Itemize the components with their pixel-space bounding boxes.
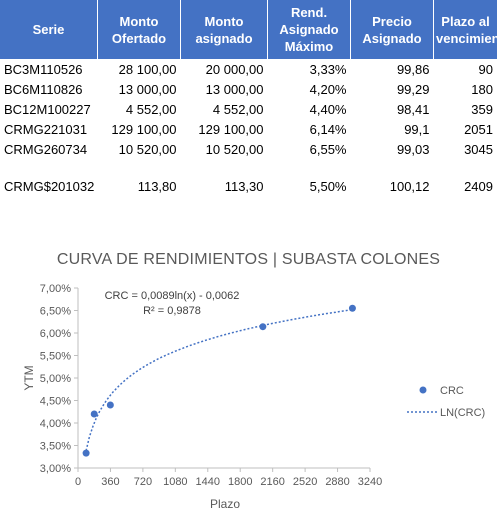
header-serie: Serie	[0, 0, 98, 59]
table-header-row: Serie Monto Ofertado Monto asignado Rend…	[0, 0, 497, 59]
cell-precio: 100,12	[389, 179, 430, 194]
x-axis-label: Plazo	[210, 497, 240, 511]
legend-marker-crc	[419, 386, 427, 394]
cell-monto-asignado: 13 000,00	[205, 81, 264, 97]
cell-rendimiento: 5,50%	[309, 179, 347, 194]
cell-monto-asignado: 4 552,00	[212, 101, 264, 117]
chart-legend: CRC LN(CRC)	[407, 385, 485, 419]
table-row: CRMG260734 10 520,00 10 520,00 6,55% 99,…	[0, 139, 497, 159]
cell-plazo: 180	[471, 81, 493, 97]
cell-precio: 99,29	[396, 81, 430, 97]
table-row: CRMG$201032 113,80 113,30 5,50% 100,12 2…	[0, 175, 497, 198]
cell-rendimiento: 4,40%	[309, 101, 347, 117]
x-tick-label: 1080	[163, 476, 187, 488]
cell-monto-asignado: 113,30	[224, 179, 264, 194]
cell-monto-ofertado: 28 100,00	[118, 61, 177, 77]
cell-serie: BC3M110526	[4, 61, 83, 77]
x-tick-label: 0	[75, 476, 81, 488]
cell-rendimiento: 3,33%	[309, 61, 347, 77]
cell-precio: 99,1	[404, 121, 430, 137]
chart-labels-group: CRC = 0,0089ln(x) - 0,0062 R² = 0,9878 P…	[22, 290, 240, 511]
data-points-group	[82, 304, 356, 457]
y-tick-label: 6,00%	[40, 328, 71, 340]
cell-monto-asignado: 10 520,00	[205, 141, 264, 157]
table-row: BC12M100227 4 552,00 4 552,00 4,40% 98,4…	[0, 99, 497, 119]
cell-plazo: 2409	[464, 179, 493, 194]
cell-serie: BC6M110826	[4, 81, 83, 97]
cell-monto-asignado: 129 100,00	[198, 121, 264, 137]
y-tick-label: 5,00%	[40, 373, 71, 385]
cell-serie: CRMG260734	[4, 141, 88, 157]
x-tick-label: 1800	[228, 476, 252, 488]
cell-precio: 99,03	[396, 141, 430, 157]
header-plazo: Plazo al vencimiento	[433, 0, 497, 59]
x-tick-label: 2880	[325, 476, 349, 488]
cell-monto-ofertado: 113,80	[137, 179, 177, 194]
header-monto-asignado: Monto asignado	[180, 0, 268, 59]
cell-monto-asignado: 20 000,00	[205, 61, 264, 77]
cell-plazo: 90	[478, 61, 493, 77]
cell-plazo: 2051	[464, 121, 493, 137]
cell-monto-ofertado: 10 520,00	[118, 141, 177, 157]
cell-precio: 98,41	[396, 101, 430, 117]
data-point	[348, 304, 356, 312]
y-tick-label: 7,00%	[40, 283, 71, 295]
trendline-ln-crc	[85, 308, 353, 451]
y-tick-label: 3,00%	[40, 463, 71, 475]
data-point	[106, 401, 114, 409]
y-tick-label: 6,50%	[40, 306, 71, 318]
y-tick-label: 4,00%	[40, 418, 71, 430]
x-tick-label: 720	[134, 476, 152, 488]
header-monto-ofertado: Monto Ofertado	[97, 0, 181, 59]
table-row: CRMG221031 129 100,00 129 100,00 6,14% 9…	[0, 119, 497, 139]
yield-curve-chart: 3,00% 3,50% 4,00% 4,50% 5,00% 5,50% 6,00% 6,50%…	[22, 283, 485, 511]
y-axis-label: YTM	[22, 365, 36, 390]
table-row: BC6M110826 13 000,00 13 000,00 4,20% 99,…	[0, 79, 497, 99]
cell-rendimiento: 6,14%	[309, 121, 347, 137]
chart-axes: 3,00% 3,50% 4,00% 4,50% 5,00% 5,50% 6,00% 6,50%…	[40, 283, 382, 488]
cell-serie: CRMG221031	[4, 121, 88, 137]
auction-results-table: Serie Monto Ofertado Monto asignado Rend…	[0, 0, 497, 198]
table-row: BC3M110526 28 100,00 20 000,00 3,33% 99,…	[0, 59, 497, 79]
cell-plazo: 3045	[464, 141, 493, 157]
header-precio-asignado: Precio Asignado	[350, 0, 434, 59]
x-tick-label: 2160	[260, 476, 284, 488]
cell-rendimiento: 6,55%	[309, 141, 347, 157]
data-point	[82, 449, 90, 457]
data-point	[259, 323, 267, 331]
trend-equation: CRC = 0,0089ln(x) - 0,0062	[105, 290, 240, 302]
y-tick-label: 4,50%	[40, 396, 71, 408]
y-tick-label: 3,50%	[40, 441, 71, 453]
data-point	[90, 410, 98, 418]
cell-serie: BC12M100227	[4, 101, 91, 117]
cell-monto-ofertado: 129 100,00	[111, 121, 177, 137]
cell-serie: CRMG$201032	[4, 179, 95, 194]
cell-plazo: 359	[471, 101, 493, 117]
legend-label-crc: CRC	[440, 385, 464, 397]
cell-monto-ofertado: 13 000,00	[118, 81, 177, 97]
header-rend-asignado: Rend. Asignado Máximo	[267, 0, 351, 59]
legend-label-trend: LN(CRC)	[440, 407, 485, 419]
x-tick-label: 1440	[196, 476, 220, 488]
cell-rendimiento: 4,20%	[309, 81, 347, 97]
x-tick-label: 2520	[293, 476, 317, 488]
blank-row	[0, 159, 497, 175]
chart-title: CURVA DE RENDIMIENTOS | SUBASTA COLONES	[56, 251, 441, 268]
y-tick-label: 5,50%	[40, 351, 71, 363]
trendline-group	[85, 308, 353, 451]
cell-monto-ofertado: 4 552,00	[125, 101, 177, 117]
cell-precio: 99,86	[396, 61, 430, 77]
x-tick-label: 3240	[358, 476, 382, 488]
x-tick-label: 360	[101, 476, 119, 488]
trend-r-squared: R² = 0,9878	[143, 305, 201, 317]
